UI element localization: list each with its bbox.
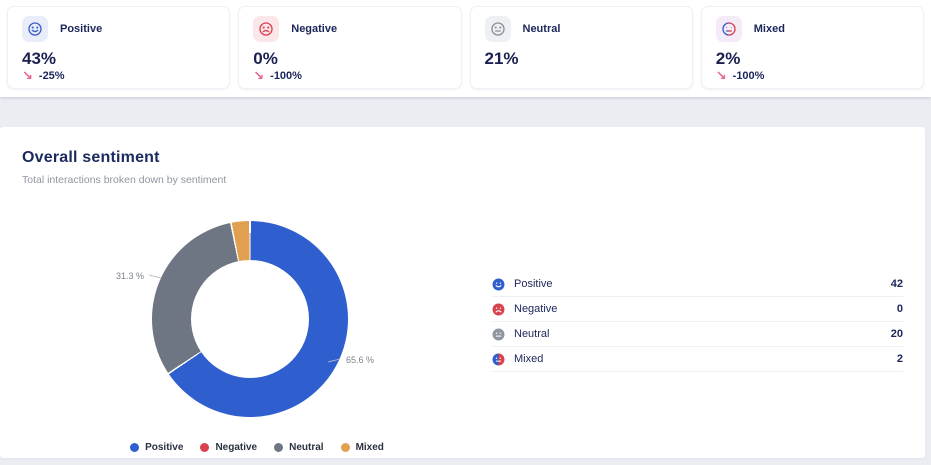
stat-change-row: ↘ -100% bbox=[253, 69, 446, 82]
stat-card-header: Positive bbox=[22, 16, 215, 42]
list-value: 2 bbox=[896, 353, 903, 365]
list-value: 20 bbox=[890, 328, 903, 340]
stat-card-negative[interactable]: Negative 0% ↘ -100% bbox=[238, 6, 462, 89]
positive-face-icon bbox=[492, 278, 505, 290]
legend-label: Neutral bbox=[289, 442, 324, 453]
legend-dot bbox=[340, 443, 350, 452]
list-value: 42 bbox=[890, 278, 903, 290]
legend-item-neutral[interactable]: Neutral bbox=[274, 442, 324, 453]
list-label: Neutral bbox=[514, 328, 550, 340]
legend-label: Positive bbox=[145, 442, 184, 453]
stat-label: Negative bbox=[291, 23, 338, 35]
legend-item-negative[interactable]: Negative bbox=[200, 442, 257, 453]
donut-chart-area: 31.3 % 65.6 % Positive Negative bbox=[22, 210, 492, 453]
callout-line bbox=[149, 274, 161, 278]
stat-change-value: -25% bbox=[38, 69, 65, 82]
list-value: 0 bbox=[896, 303, 903, 315]
page-subtitle: Total interactions broken down by sentim… bbox=[22, 174, 227, 186]
sad-face-icon bbox=[253, 16, 280, 42]
percent-label: 31.3 % bbox=[116, 271, 145, 281]
stat-card-header: Neutral bbox=[484, 16, 678, 42]
overall-sentiment-card: Overall sentiment Total interactions bro… bbox=[0, 127, 925, 458]
list-row-neutral[interactable]: Neutral 20 bbox=[492, 322, 903, 347]
legend-label: Mixed bbox=[355, 442, 384, 453]
positive-percent-callout: 65.6 % bbox=[328, 355, 374, 365]
stat-card-header: Mixed bbox=[715, 16, 909, 42]
neutral-percent-callout: 31.3 % bbox=[116, 271, 161, 281]
trend-down-icon: ↘ bbox=[715, 68, 727, 83]
stat-label: Mixed bbox=[753, 23, 785, 35]
legend-item-positive[interactable]: Positive bbox=[130, 442, 183, 453]
stat-change-value: -100% bbox=[732, 69, 765, 82]
legend-dot bbox=[130, 443, 140, 452]
stat-change-row: ↘ -100% bbox=[716, 69, 909, 82]
mixed-face-icon bbox=[492, 353, 505, 365]
list-row-negative[interactable]: Negative 0 bbox=[492, 297, 903, 322]
list-label: Mixed bbox=[514, 353, 544, 365]
smiley-face-icon bbox=[22, 16, 48, 42]
legend-label: Negative bbox=[215, 442, 258, 453]
stat-value: 2% bbox=[715, 49, 741, 68]
trend-down-icon: ↘ bbox=[253, 68, 265, 83]
negative-face-icon bbox=[492, 303, 505, 315]
list-label: Positive bbox=[514, 278, 553, 290]
stat-value: 21% bbox=[484, 49, 519, 68]
stat-card-neutral[interactable]: Neutral 21% bbox=[469, 6, 693, 89]
list-row-positive[interactable]: Positive 42 bbox=[492, 272, 903, 297]
chart-legend: Positive Negative Neutral Mixed bbox=[22, 442, 492, 453]
legend-item-mixed[interactable]: Mixed bbox=[340, 442, 384, 453]
callout-line bbox=[328, 358, 340, 362]
stat-change-value: -100% bbox=[270, 69, 302, 82]
legend-dot bbox=[200, 443, 210, 452]
sentiment-content: 31.3 % 65.6 % Positive Negative bbox=[22, 210, 903, 453]
stat-label: Positive bbox=[60, 23, 103, 35]
stat-change-row: ↘ -25% bbox=[22, 69, 215, 82]
sentiment-breakdown-list: Positive 42 Negative 0 bbox=[492, 272, 903, 453]
stat-card-positive[interactable]: Positive 43% ↘ -25% bbox=[7, 6, 231, 89]
stat-value: 43% bbox=[22, 49, 57, 68]
stats-strip: Positive 43% ↘ -25% Negative 0% ↘ -100% bbox=[0, 0, 931, 97]
percent-label: 65.6 % bbox=[346, 355, 375, 365]
donut-chart[interactable]: 31.3 % 65.6 % bbox=[116, 221, 374, 417]
neutral-face-icon bbox=[484, 16, 511, 42]
list-row-mixed[interactable]: Mixed 2 bbox=[492, 347, 903, 372]
donut-hole bbox=[191, 260, 309, 378]
neutral-face-icon bbox=[492, 328, 505, 340]
stat-card-header: Negative bbox=[253, 16, 446, 42]
stat-value: 0% bbox=[253, 49, 278, 68]
stat-card-mixed[interactable]: Mixed 2% ↘ -100% bbox=[700, 6, 924, 89]
trend-down-icon: ↘ bbox=[22, 68, 33, 83]
stat-label: Neutral bbox=[522, 23, 561, 35]
list-label: Negative bbox=[514, 303, 558, 315]
mixed-face-icon bbox=[715, 16, 742, 42]
legend-dot bbox=[274, 443, 284, 452]
page-title: Overall sentiment bbox=[22, 149, 160, 166]
